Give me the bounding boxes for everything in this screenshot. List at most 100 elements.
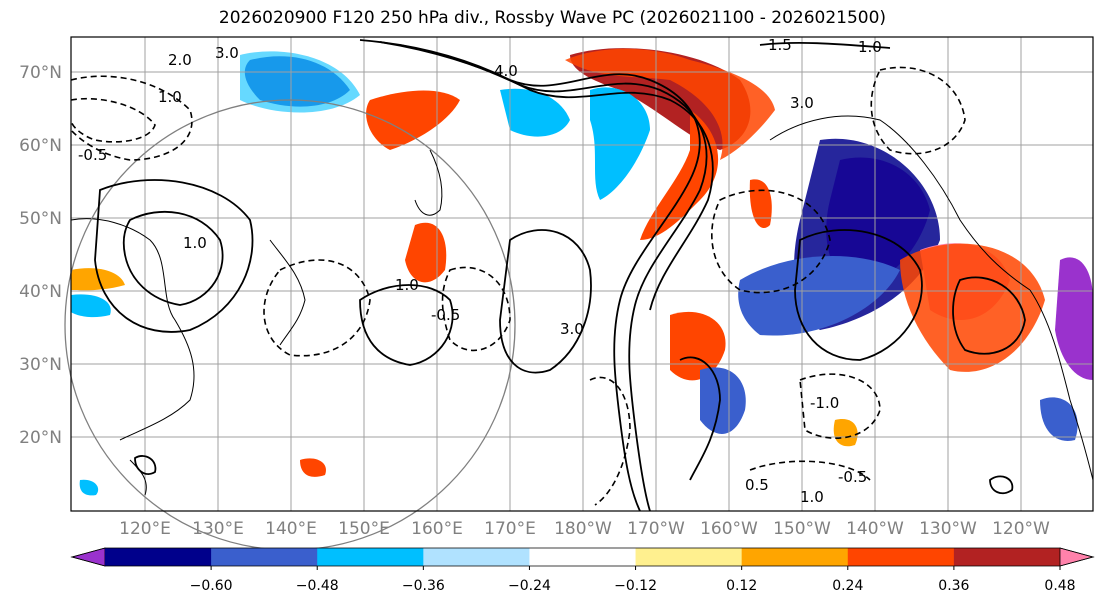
colorbar-tick-label: −0.12 — [614, 578, 657, 594]
colorbar-segment — [953, 548, 1061, 566]
colorbar-segment — [105, 548, 212, 566]
label-m0p5-southeast: -0.5 — [838, 468, 867, 486]
colorbar-segment — [635, 548, 743, 566]
contour-dashed-south-1 — [589, 376, 631, 506]
latitude-labels: 70°N 60°N 50°N 40°N 30°N 20°N — [19, 63, 62, 448]
colorbar-segments — [70, 547, 1095, 567]
lon-label-150e: 150°E — [338, 519, 390, 539]
coastlines — [70, 115, 1094, 496]
contour-dashed-nw-2 — [70, 97, 156, 143]
contour-solid-west-2 — [94, 179, 254, 333]
colorbar-outline — [70, 547, 1095, 567]
shade-orange-se — [833, 419, 858, 447]
map-frame — [70, 36, 1094, 512]
colorbar-ticks: −0.60 −0.48 −0.36 −0.24 −0.12 0.12 0.24 0.36 0.4… — [190, 566, 1076, 594]
coastline-japan — [269, 239, 306, 346]
colorbar-tick-label: −0.36 — [402, 578, 445, 594]
contours-solid — [94, 39, 1026, 512]
colorbar-tick-label: −0.24 — [508, 578, 551, 594]
contour-dashed-center-2 — [441, 266, 511, 352]
shade-blue-center — [500, 88, 570, 137]
lon-label-160e: 160°E — [411, 519, 463, 539]
lon-label-120e: 120°E — [119, 519, 171, 539]
colorbar-tick-label: −0.48 — [296, 578, 339, 594]
lat-label-40n: 40°N — [19, 282, 62, 302]
contour-dashed-east-1 — [711, 189, 831, 294]
label-1p0-north: 1.0 — [858, 38, 882, 56]
colorbar-segment — [741, 548, 849, 566]
contour-solid-small-2 — [134, 455, 157, 475]
label-3p0-north: 3.0 — [215, 44, 239, 62]
label-4p0-center: 4.0 — [494, 62, 518, 80]
label-m0p5-west: -0.5 — [78, 146, 107, 164]
shade-red-curve — [640, 110, 719, 240]
contour-solid-east-1 — [794, 229, 923, 361]
colorbar-tick-label: −0.60 — [190, 578, 233, 594]
contour-solid-south-1 — [679, 356, 721, 481]
lat-label-30n: 30°N — [19, 355, 62, 375]
colorbar-segment — [847, 548, 955, 566]
colorbar-segment — [423, 548, 530, 566]
label-1p0-west: 1.0 — [158, 88, 182, 106]
lon-label-140w: 140°W — [846, 519, 904, 539]
colorbar-tick-label: 0.24 — [832, 578, 863, 594]
map-panel: 3.0 2.0 1.0 -0.5 1.0 4.0 3.0 1.0 -0.5 1.… — [64, 36, 1094, 551]
shade-purple-east — [1055, 257, 1093, 380]
shade-orange-east — [749, 179, 772, 228]
lat-label-20n: 20°N — [19, 428, 62, 448]
lon-label-140e: 140°E — [265, 519, 317, 539]
label-3p0-east: 3.0 — [790, 94, 814, 112]
shade-blue-se — [1040, 397, 1078, 441]
label-m0p5-pacific: -0.5 — [431, 306, 460, 324]
shade-blue-sw2 — [79, 479, 99, 496]
colorbar-segment — [317, 548, 424, 566]
contour-labels: 3.0 2.0 1.0 -0.5 1.0 4.0 3.0 1.0 -0.5 1.… — [78, 36, 882, 506]
coastline-kamchatka — [414, 149, 443, 216]
label-1p0-center-west: 1.0 — [183, 234, 207, 252]
lon-label-120w: 120°W — [992, 519, 1050, 539]
lat-label-50n: 50°N — [19, 209, 62, 229]
lon-label-170w: 170°W — [627, 519, 685, 539]
contour-solid-center-2 — [499, 229, 592, 374]
lon-label-170e: 170°E — [484, 519, 536, 539]
lon-label-130e: 130°E — [192, 519, 244, 539]
shade-orange-north — [565, 48, 775, 160]
label-1p0-south: 1.0 — [800, 488, 824, 506]
shade-blue-ne — [738, 256, 900, 336]
coastline-asia — [70, 218, 195, 441]
shade-blue-sw — [71, 294, 111, 318]
label-2p0-northwest: 2.0 — [168, 51, 192, 69]
shade-blue-north — [590, 87, 650, 200]
label-1p0-pacific: 1.0 — [395, 276, 419, 294]
shade-orange-southcenter — [670, 311, 726, 381]
lon-label-160w: 160°W — [700, 519, 758, 539]
label-0p5-south: 0.5 — [745, 476, 769, 494]
colorbar-tick-label: 0.12 — [726, 578, 757, 594]
shade-red-east — [900, 243, 1045, 372]
colorbar: −0.60 −0.48 −0.36 −0.24 −0.12 0.12 0.24 0.36 0.4… — [70, 547, 1095, 594]
lat-label-60n: 60°N — [19, 136, 62, 156]
label-3p0-center: 3.0 — [560, 320, 584, 338]
shade-orange-center — [405, 222, 447, 283]
coastline-alaska — [769, 115, 1031, 291]
contour-solid-west-1 — [122, 210, 224, 306]
colorbar-segment — [211, 548, 318, 566]
map-title: 2026020900 F120 250 hPa div., Rossby Wav… — [218, 8, 887, 28]
colorbar-extend-low — [70, 547, 106, 567]
label-m1p0-southeast: -1.0 — [810, 394, 839, 412]
colorbar-tick-label: 0.36 — [938, 578, 969, 594]
coastline-northamerica — [1029, 289, 1094, 481]
lat-label-70n: 70°N — [19, 63, 62, 83]
contour-solid-center-1 — [359, 284, 454, 366]
colorbar-segment — [529, 548, 637, 566]
shade-blue-south — [700, 367, 746, 434]
contours-dashed — [70, 66, 966, 506]
colorbar-tick-label: 0.48 — [1044, 578, 1075, 594]
contour-solid-small-1 — [989, 475, 1014, 494]
lon-label-130w: 130°W — [919, 519, 977, 539]
shade-lightblue-nw — [240, 51, 360, 113]
contour-solid-north-1 — [759, 41, 891, 49]
longitude-labels: 120°E 130°E 140°E 150°E 160°E 170°E 180°… — [119, 519, 1050, 539]
gridlines — [71, 37, 1093, 511]
